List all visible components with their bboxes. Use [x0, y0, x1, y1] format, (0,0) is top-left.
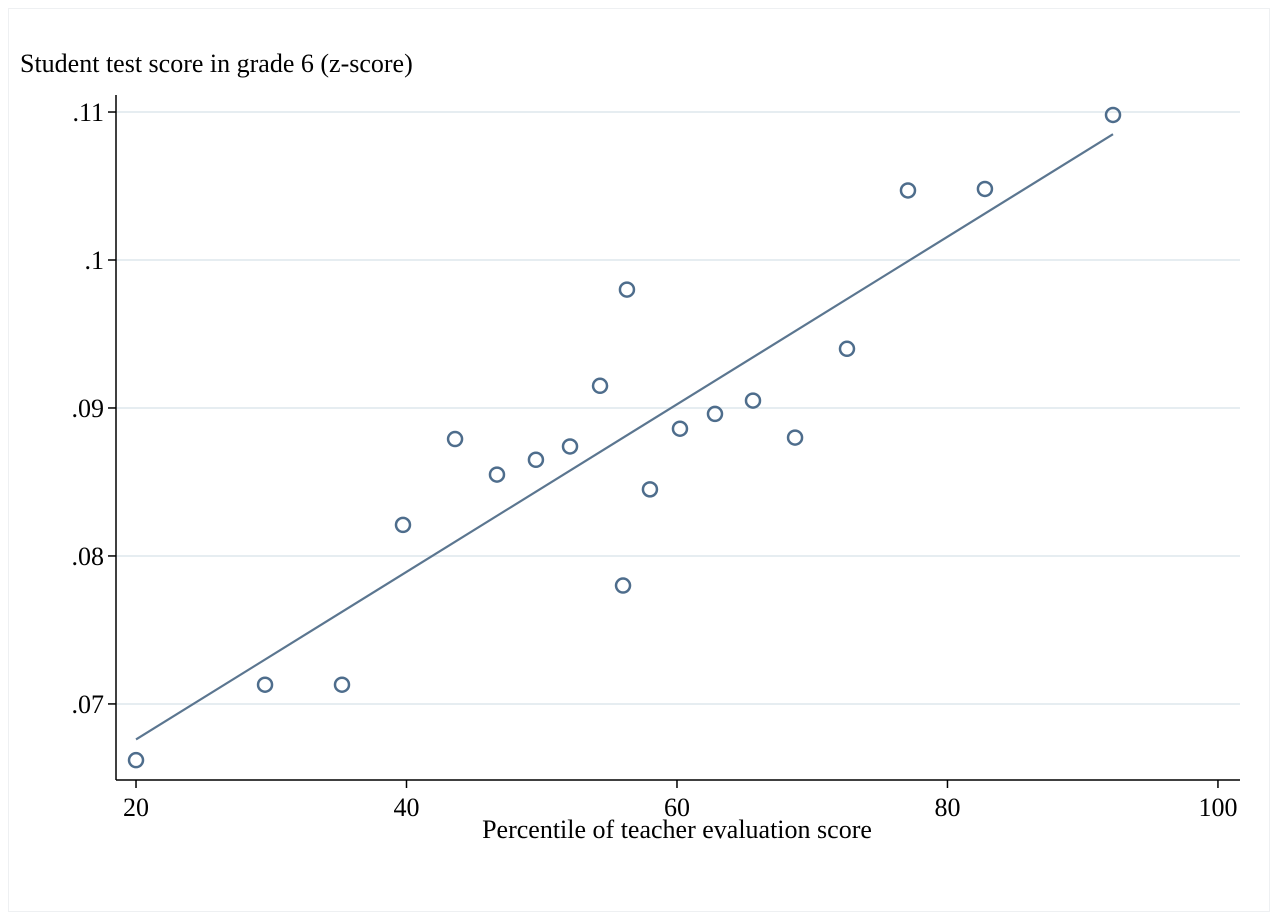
scatter-point: [641, 481, 659, 498]
scatter-point: [256, 676, 274, 693]
scatter-point: [591, 377, 609, 395]
scatter-point: [1104, 106, 1122, 124]
scatter-point: [488, 466, 506, 483]
x-tick-label: 100: [1198, 793, 1237, 822]
scatter-point: [838, 340, 856, 358]
y-tick-label: .1: [85, 246, 105, 275]
y-tick-label: .09: [72, 394, 105, 423]
y-tick-label: .07: [72, 690, 105, 719]
scatter-point: [706, 405, 724, 423]
fit-line: [135, 133, 1114, 741]
scatter-point: [899, 182, 917, 199]
x-tick-label: 80: [934, 793, 960, 822]
scatter-point: [333, 676, 351, 693]
scatter-point: [744, 392, 762, 409]
scatter-point: [394, 516, 412, 534]
scatter-point: [618, 281, 636, 298]
y-axis-title: Student test score in grade 6 (z-score): [20, 49, 413, 78]
scatter-point: [976, 180, 994, 198]
y-tick-label: .11: [72, 98, 104, 127]
x-axis-title: Percentile of teacher evaluation score: [482, 815, 872, 844]
scatter-point: [786, 429, 804, 446]
scatter-point: [561, 438, 579, 455]
scatter-point: [614, 577, 632, 594]
x-tick-label: 60: [664, 793, 690, 822]
scatter-point: [127, 751, 145, 769]
x-tick-label: 40: [394, 793, 420, 822]
scatter-point: [446, 430, 464, 448]
scatter-point: [527, 451, 545, 469]
x-tick-label: 20: [123, 793, 149, 822]
scatter-point: [671, 420, 689, 437]
y-tick-label: .08: [72, 542, 105, 571]
frame: [8, 8, 1270, 912]
